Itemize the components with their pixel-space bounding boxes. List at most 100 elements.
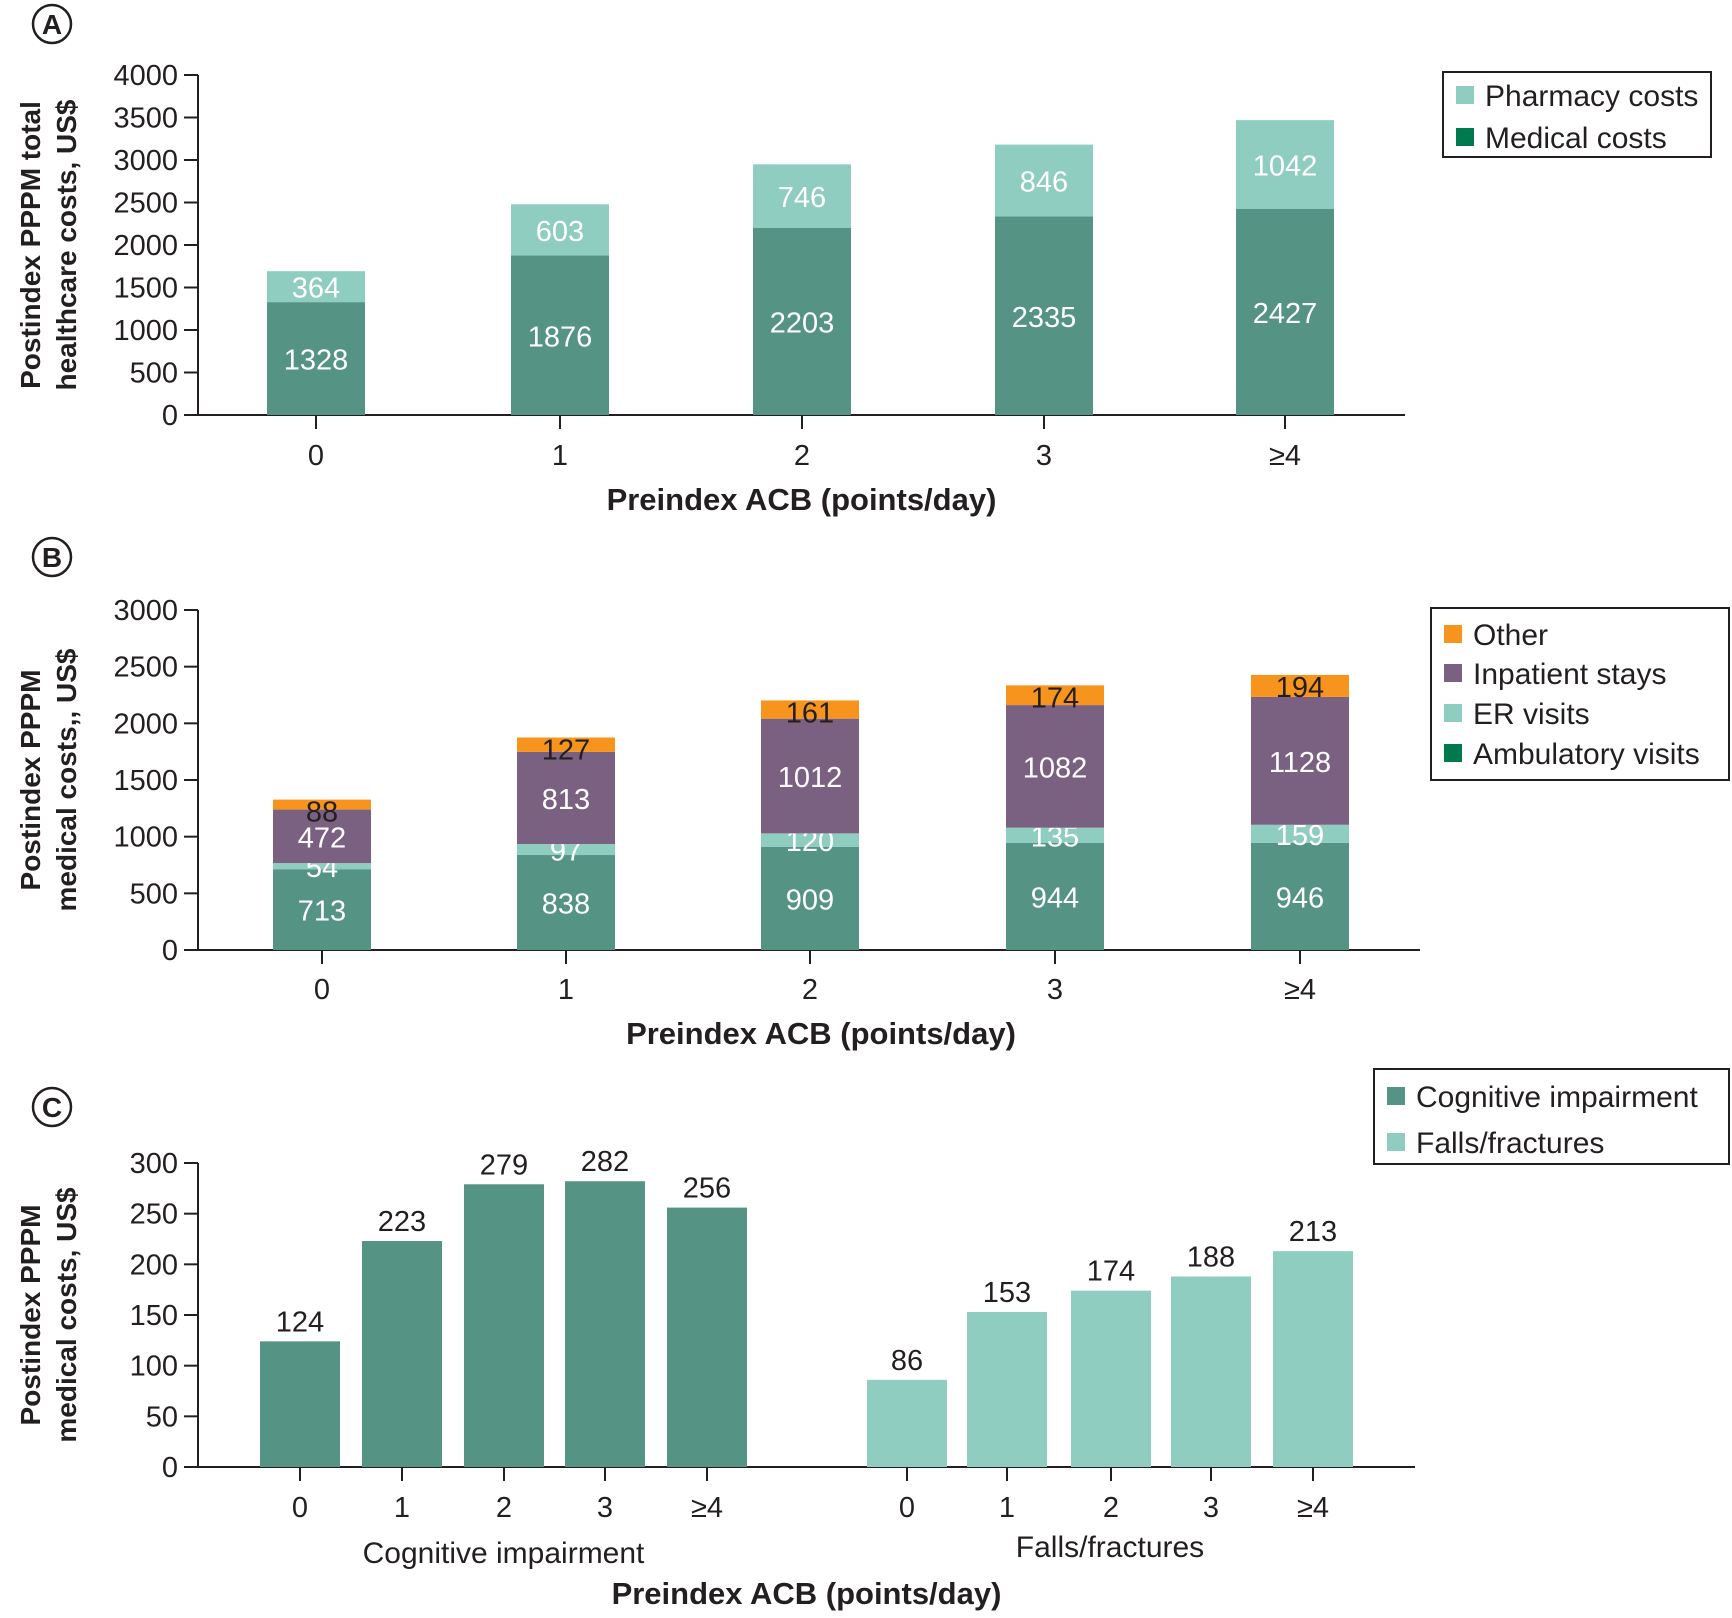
legend-label: Cognitive impairment	[1416, 1081, 1698, 1114]
legend-swatch	[1444, 664, 1462, 682]
bar-cognitive-impairment	[565, 1181, 645, 1467]
legend-label: ER visits	[1473, 698, 1590, 731]
y-tick-label: 2000	[113, 708, 178, 740]
bar-segment-er-visits	[1251, 824, 1349, 843]
legend-swatch	[1456, 128, 1474, 146]
bar-segment-er-visits	[1006, 827, 1104, 844]
bar-segment-medical-costs	[267, 302, 365, 415]
x-tick-label: ≥4	[1284, 974, 1316, 1006]
group-label: Cognitive impairment	[363, 1537, 645, 1570]
y-tick-label: 1500	[113, 765, 178, 797]
y-tick-label: 3000	[113, 145, 178, 177]
bar-segment-inpatient-stays	[517, 751, 615, 845]
x-tick-label: ≥4	[1297, 1492, 1329, 1524]
bar-segment-ambulatory-visits	[1006, 843, 1104, 950]
bar-segment-er-visits	[761, 833, 859, 847]
bar-segment-medical-costs	[1236, 208, 1334, 415]
bar-falls-fractures	[967, 1311, 1047, 1467]
bar-segment-inpatient-stays	[1006, 705, 1104, 828]
data-label: 223	[378, 1206, 426, 1238]
bar-segment-pharmacy-costs	[1236, 120, 1334, 209]
data-label: 213	[1289, 1216, 1337, 1248]
legend-swatch	[1444, 704, 1462, 722]
x-axis-title: Preindex ACB (points/day)	[626, 1016, 1016, 1051]
data-label: 88	[306, 797, 338, 829]
x-tick-label: 0	[292, 1492, 308, 1524]
data-label: 2335	[1012, 302, 1077, 334]
legend-label: Inpatient stays	[1473, 658, 1666, 691]
legend-box	[1373, 1068, 1730, 1165]
data-label: 2203	[770, 307, 835, 339]
x-tick-label: 2	[802, 974, 818, 1006]
bar-segment-inpatient-stays	[1251, 696, 1349, 825]
y-tick-label: 2500	[113, 188, 178, 220]
y-axis-label: healthcare costs, US$	[51, 99, 82, 390]
data-label: 1876	[528, 321, 593, 353]
x-tick-label: 0	[899, 1492, 915, 1524]
y-tick-label: 1000	[113, 822, 178, 854]
bar-segment-other	[761, 700, 859, 719]
bar-segment-er-visits	[273, 863, 371, 870]
x-tick-label: ≥4	[1269, 440, 1301, 472]
data-label: 127	[542, 735, 590, 767]
data-label: 846	[1020, 167, 1068, 199]
bar-segment-ambulatory-visits	[273, 869, 371, 950]
x-tick-label: ≥4	[691, 1492, 723, 1524]
bar-segment-ambulatory-visits	[517, 855, 615, 950]
legend: Other Inpatient stays ER visits Ambulatory …	[1430, 607, 1730, 781]
bar-segment-other	[517, 737, 615, 752]
x-tick-label: 1	[394, 1492, 410, 1524]
bar-segment-inpatient-stays	[273, 809, 371, 864]
panel-letter: C	[42, 1092, 62, 1123]
y-tick-label: 300	[130, 1148, 178, 1180]
data-label: 256	[683, 1173, 731, 1205]
data-label: 1012	[778, 762, 843, 794]
y-tick-label: 4000	[113, 60, 178, 92]
legend-swatch	[1456, 86, 1474, 104]
y-tick-label: 200	[130, 1249, 178, 1281]
data-label: 1328	[284, 345, 349, 377]
data-label: 86	[891, 1345, 923, 1377]
y-tick-label: 1500	[113, 273, 178, 305]
data-label: 603	[536, 216, 584, 248]
y-axis-label: medical costs, US$	[51, 1187, 82, 1443]
legend-label: Falls/fractures	[1416, 1127, 1604, 1160]
x-tick-label: 2	[496, 1492, 512, 1524]
y-axis-label: Postindex PPPM total	[15, 101, 46, 389]
bar-segment-ambulatory-visits	[761, 846, 859, 950]
y-tick-label: 0	[162, 400, 178, 432]
data-label: 838	[542, 889, 590, 921]
bar-segment-inpatient-stays	[761, 718, 859, 834]
panel-letter-circle	[31, 536, 73, 578]
data-label: 813	[542, 784, 590, 816]
y-tick-label: 500	[130, 878, 178, 910]
legend-swatch	[1444, 744, 1462, 762]
x-axis-title: Preindex ACB (points/day)	[607, 482, 997, 517]
panel-letter-circle	[31, 3, 73, 45]
bar-segment-medical-costs	[753, 227, 851, 415]
bar-segment-er-visits	[517, 844, 615, 856]
data-label: 909	[786, 884, 834, 916]
y-tick-label: 0	[162, 935, 178, 967]
y-tick-label: 2500	[113, 652, 178, 684]
data-label: 279	[480, 1149, 528, 1181]
legend: Pharmacy costs Medical costs	[1442, 71, 1712, 158]
legend-label: Medical costs	[1485, 122, 1667, 155]
bar-falls-fractures	[867, 1379, 947, 1467]
data-label: 161	[786, 697, 834, 729]
data-label: 364	[292, 273, 340, 305]
bar-segment-pharmacy-costs	[267, 271, 365, 303]
x-tick-label: 0	[314, 974, 330, 1006]
data-label: 1128	[1269, 747, 1331, 779]
data-label: 174	[1031, 682, 1079, 714]
y-tick-label: 100	[130, 1351, 178, 1383]
data-label: 472	[298, 822, 346, 854]
x-tick-label: 3	[597, 1492, 613, 1524]
bar-segment-medical-costs	[511, 255, 609, 415]
y-tick-label: 3000	[113, 595, 178, 627]
panel-letter: A	[42, 9, 62, 40]
y-tick-label: 500	[130, 358, 178, 390]
data-label: 2427	[1253, 298, 1318, 330]
